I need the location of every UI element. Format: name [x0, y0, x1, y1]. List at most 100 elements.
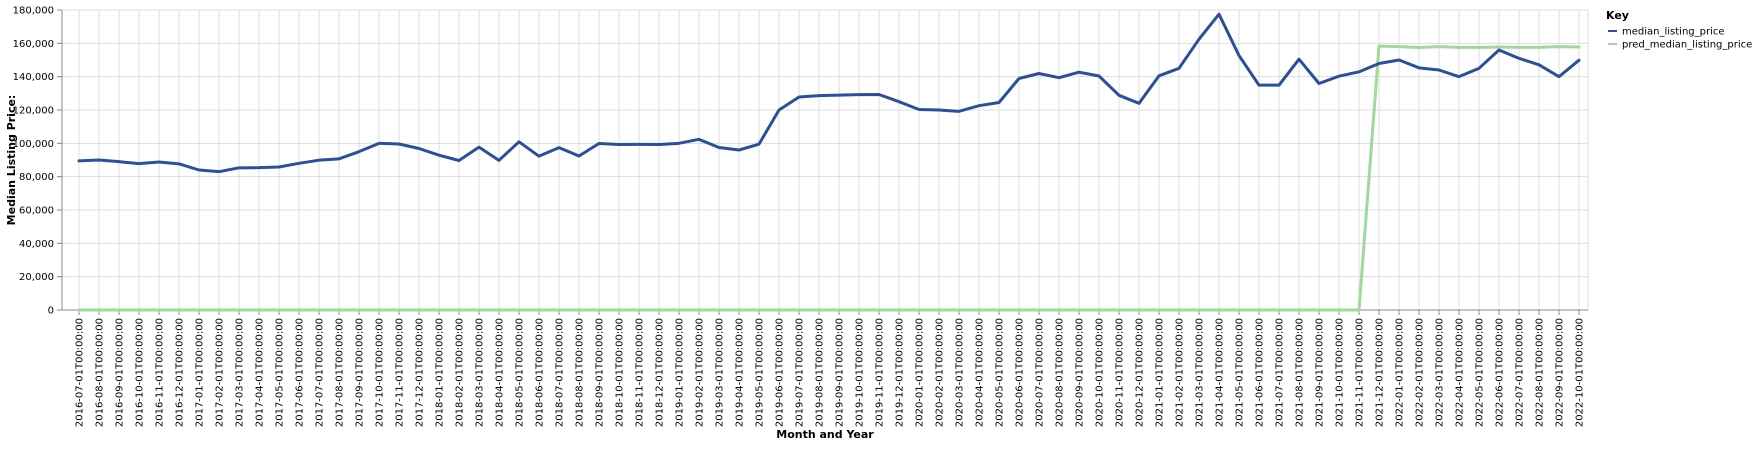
x-tick-label: 2018-07-01T00:00:00	[555, 318, 566, 427]
x-tick-label: 2022-09-01T00:00:00	[1555, 318, 1566, 427]
x-tick-label: 2019-01-01T00:00:00	[675, 318, 686, 427]
x-tick-label: 2019-05-01T00:00:00	[755, 318, 766, 427]
x-tick-label: 2018-06-01T00:00:00	[535, 318, 546, 427]
x-tick-label: 2019-04-01T00:00:00	[735, 318, 746, 427]
y-tick-label: 60,000	[19, 206, 54, 217]
x-tick-label: 2017-06-01T00:00:00	[295, 318, 306, 427]
y-tick-label: 140,000	[13, 72, 54, 83]
x-tick-label: 2020-06-01T00:00:00	[1015, 318, 1026, 427]
x-tick-label: 2021-08-01T00:00:00	[1295, 318, 1306, 427]
y-tick-label: 100,000	[13, 139, 54, 150]
y-tick-label: 180,000	[13, 6, 54, 17]
x-tick-label: 2016-12-01T00:00:00	[175, 318, 186, 427]
x-tick-label: 2020-11-01T00:00:00	[1115, 318, 1126, 427]
x-tick-label: 2016-10-01T00:00:00	[135, 318, 146, 427]
x-tick-label: 2022-10-01T00:00:00	[1575, 318, 1586, 427]
x-tick-label: 2020-10-01T00:00:00	[1095, 318, 1106, 427]
x-tick-label: 2021-03-01T00:00:00	[1195, 318, 1206, 427]
x-tick-label: 2019-11-01T00:00:00	[875, 318, 886, 427]
x-tick-label: 2018-04-01T00:00:00	[495, 318, 506, 427]
x-tick-label: 2017-03-01T00:00:00	[235, 318, 246, 427]
x-tick-label: 2018-01-01T00:00:00	[435, 318, 446, 427]
x-tick-label: 2017-12-01T00:00:00	[415, 318, 426, 427]
x-tick-label: 2018-05-01T00:00:00	[515, 318, 526, 427]
x-tick-label: 2017-02-01T00:00:00	[215, 318, 226, 427]
x-tick-label: 2016-09-01T00:00:00	[115, 318, 126, 427]
x-tick-label: 2018-09-01T00:00:00	[595, 318, 606, 427]
x-tick-label: 2021-11-01T00:00:00	[1355, 318, 1366, 427]
x-tick-label: 2019-08-01T00:00:00	[815, 318, 826, 427]
x-tick-label: 2017-10-01T00:00:00	[375, 318, 386, 427]
x-tick-label: 2020-03-01T00:00:00	[955, 318, 966, 427]
x-tick-label: 2020-01-01T00:00:00	[915, 318, 926, 427]
y-tick-label: 160,000	[13, 39, 54, 50]
x-tick-label: 2016-11-01T00:00:00	[155, 318, 166, 427]
y-tick-label: 40,000	[19, 239, 54, 250]
series-line-pred-median-listing-price	[77, 44, 1581, 312]
x-tick-label: 2018-02-01T00:00:00	[455, 318, 466, 427]
x-tick-label: 2020-07-01T00:00:00	[1035, 318, 1046, 427]
x-tick-label: 2019-10-01T00:00:00	[855, 318, 866, 427]
x-tick-label: 2020-04-01T00:00:00	[975, 318, 986, 427]
legend-label: median_listing_price	[1622, 27, 1725, 38]
x-tick-label: 2018-11-01T00:00:00	[635, 318, 646, 427]
x-tick-label: 2016-08-01T00:00:00	[95, 318, 106, 427]
x-tick-labels: 2016-07-01T00:00:00 2016-08-01T00:00:00 20…	[75, 318, 1586, 427]
x-tick-label: 2022-07-01T00:00:00	[1515, 318, 1526, 427]
y-tick-label: 80,000	[19, 172, 54, 183]
y-tick-label: 120,000	[13, 106, 54, 117]
x-tick-label: 2021-12-01T00:00:00	[1375, 318, 1386, 427]
x-tick-label: 2022-03-01T00:00:00	[1435, 318, 1446, 427]
y-tick-labels: 0 20,000 40,000 60,000 80,000 100,000 120,000 1…	[13, 6, 54, 317]
x-tick-label: 2018-08-01T00:00:00	[575, 318, 586, 427]
x-tick-label: 2021-06-01T00:00:00	[1255, 318, 1266, 427]
x-tick-label: 2021-02-01T00:00:00	[1175, 318, 1186, 427]
x-tick-label: 2022-08-01T00:00:00	[1535, 318, 1546, 427]
legend: Key median_listing_price pred_median_list…	[1606, 9, 1752, 51]
x-tick-label: 2019-12-01T00:00:00	[895, 318, 906, 427]
x-tick-label: 2019-07-01T00:00:00	[795, 318, 806, 427]
x-tick-label: 2022-01-01T00:00:00	[1395, 318, 1406, 427]
x-tick-label: 2020-02-01T00:00:00	[935, 318, 946, 427]
x-tick-label: 2017-11-01T00:00:00	[395, 318, 406, 427]
y-tick-label: 20,000	[19, 272, 54, 283]
x-tick-label: 2021-01-01T00:00:00	[1155, 318, 1166, 427]
x-axis-title: Month and Year	[776, 428, 874, 441]
x-tick-label: 2020-08-01T00:00:00	[1055, 318, 1066, 427]
x-tick-label: 2019-03-01T00:00:00	[715, 318, 726, 427]
x-tick-label: 2020-05-01T00:00:00	[995, 318, 1006, 427]
x-tick-label: 2017-05-01T00:00:00	[275, 318, 286, 427]
x-tick-label: 2021-10-01T00:00:00	[1335, 318, 1346, 427]
x-tick-label: 2021-07-01T00:00:00	[1275, 318, 1286, 427]
x-tick-label: 2019-09-01T00:00:00	[835, 318, 846, 427]
legend-label: pred_median_listing_price	[1622, 40, 1752, 51]
x-tick-label: 2020-12-01T00:00:00	[1135, 318, 1146, 427]
x-tick-label: 2018-12-01T00:00:00	[655, 318, 666, 427]
x-tick-label: 2017-07-01T00:00:00	[315, 318, 326, 427]
x-tick-label: 2017-08-01T00:00:00	[335, 318, 346, 427]
x-tick-label: 2022-05-01T00:00:00	[1475, 318, 1486, 427]
x-tick-label: 2017-09-01T00:00:00	[355, 318, 366, 427]
axes	[57, 9, 1589, 315]
x-tick-label: 2016-07-01T00:00:00	[75, 318, 86, 427]
series-line-median-listing-price	[77, 12, 1581, 174]
x-tick-label: 2022-02-01T00:00:00	[1415, 318, 1426, 427]
x-tick-label: 2022-06-01T00:00:00	[1495, 318, 1506, 427]
x-tick-label: 2017-04-01T00:00:00	[255, 318, 266, 427]
y-axis-title: Median Listing Price:	[5, 95, 18, 226]
x-tick-label: 2020-09-01T00:00:00	[1075, 318, 1086, 427]
legend-title: Key	[1606, 9, 1629, 22]
x-tick-label: 2019-06-01T00:00:00	[775, 318, 786, 427]
x-tick-label: 2021-09-01T00:00:00	[1315, 318, 1326, 427]
series-lines	[77, 12, 1581, 312]
x-tick-label: 2018-03-01T00:00:00	[475, 318, 486, 427]
x-tick-label: 2022-04-01T00:00:00	[1455, 318, 1466, 427]
x-tick-label: 2017-01-01T00:00:00	[195, 318, 206, 427]
x-tick-label: 2021-05-01T00:00:00	[1235, 318, 1246, 427]
gridlines	[62, 9, 1588, 311]
y-tick-label: 0	[48, 306, 54, 317]
x-tick-label: 2018-10-01T00:00:00	[615, 318, 626, 427]
x-tick-label: 2021-04-01T00:00:00	[1215, 318, 1226, 427]
